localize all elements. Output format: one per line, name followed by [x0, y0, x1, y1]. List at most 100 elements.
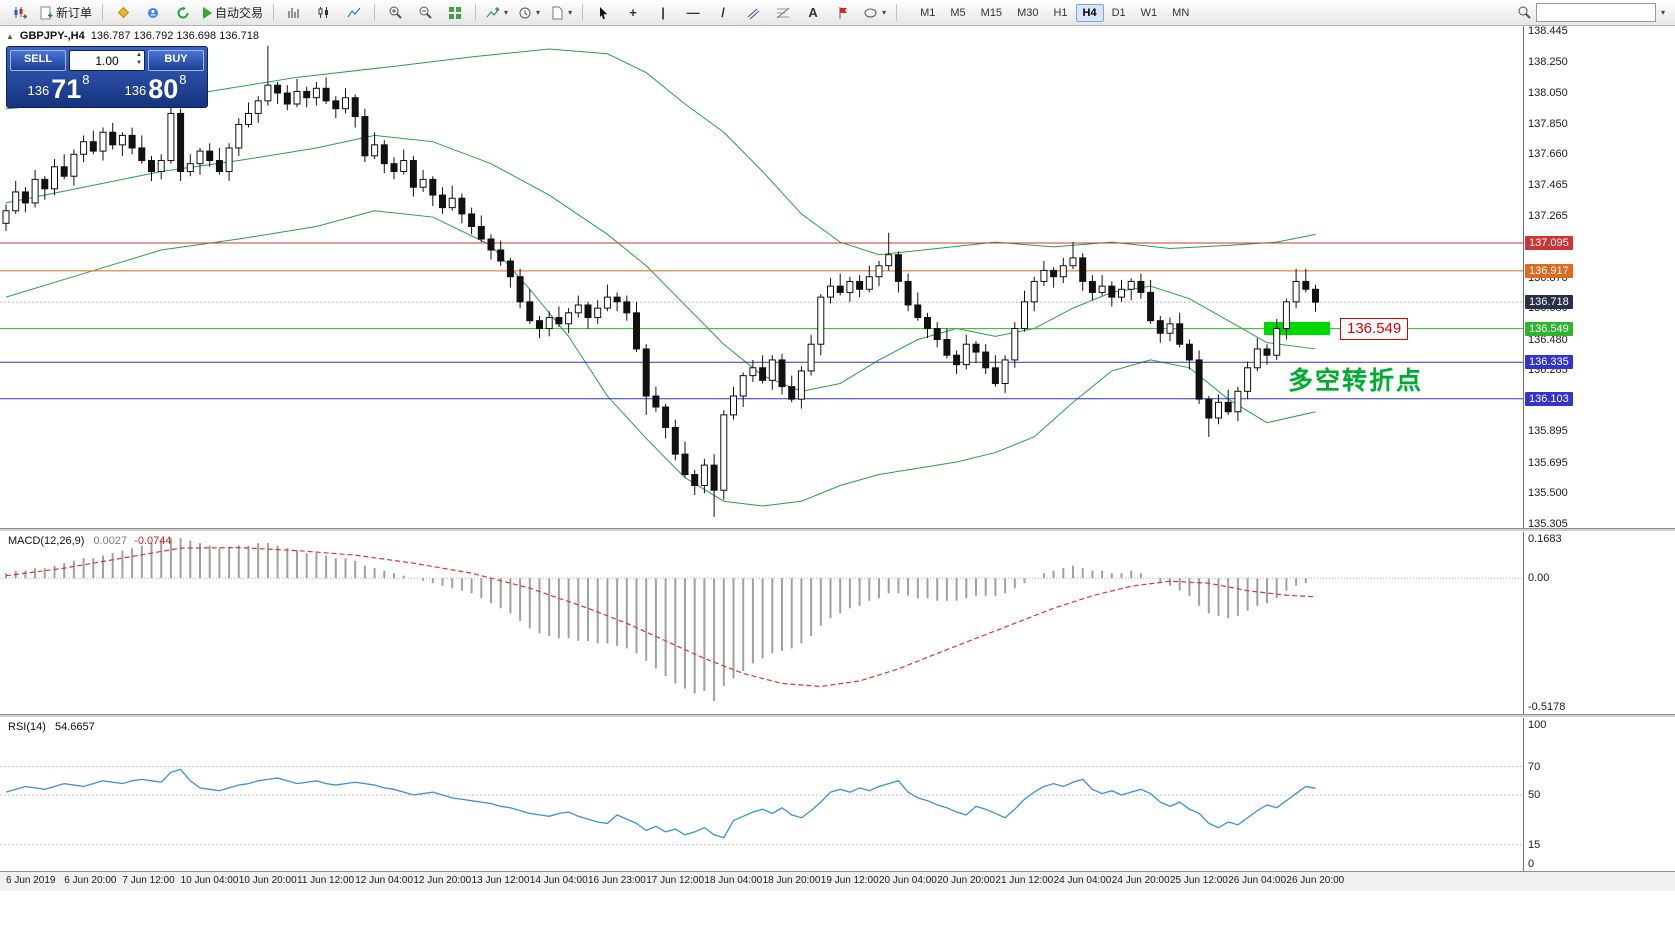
time-axis-label: 10 Jun 20:00 [238, 875, 297, 886]
timeframe-mn[interactable]: MN [1172, 6, 1190, 19]
candlestick-chart-icon [318, 7, 329, 18]
indicators-caret-icon: ▾ [504, 8, 509, 17]
scale-tick-label: 138.250 [1528, 55, 1568, 68]
spin-down-icon: ▼ [136, 60, 142, 66]
crosshair-icon: + [629, 5, 637, 20]
time-axis-label: 14 Jun 04:00 [529, 875, 588, 886]
community-button[interactable] [139, 2, 167, 24]
price-line-label: 136.103 [1525, 391, 1573, 406]
indicators-button[interactable]: ▾ [482, 2, 512, 24]
sell-price[interactable]: 136 71 8 [10, 71, 107, 105]
scale-tick-label: 138.445 [1528, 25, 1568, 37]
timeframe-m5[interactable]: M5 [950, 6, 966, 19]
zoom-in-icon [389, 6, 402, 19]
panel-divider[interactable] [0, 714, 1675, 718]
scale-tick-label: 138.050 [1528, 87, 1568, 100]
time-axis-label: 20 Jun 20:00 [937, 875, 996, 886]
periods-button[interactable]: ▾ [514, 2, 544, 24]
templates-button[interactable]: ▾ [546, 2, 576, 24]
cursor-tool-button[interactable] [589, 2, 617, 24]
time-axis-label: 6 Jun 2019 [6, 875, 56, 886]
autotrading-play-icon [203, 6, 213, 19]
time-axis[interactable]: 6 Jun 2019 6 Jun 20:00 7 Jun 12:00 10 Jun 0… [0, 871, 1675, 891]
toolbar-separator [273, 4, 275, 21]
rsi-name: RSI(14) [8, 721, 46, 733]
buy-button[interactable]: BUY [148, 50, 204, 71]
scale-tick-label: 15 [1528, 838, 1541, 851]
crosshair-tool-button[interactable]: + [619, 2, 647, 24]
timeframe-h1[interactable]: H1 [1053, 6, 1068, 19]
toolbar-separator [475, 4, 477, 21]
buy-price-point: 8 [179, 72, 187, 87]
flag-icon [839, 6, 848, 19]
timeframe-m15[interactable]: M15 [980, 6, 1003, 19]
clock-icon [519, 7, 531, 18]
price-scale[interactable]: 138.445 138.250 138.050 137.850 137.660 137.4… [1523, 25, 1675, 530]
buy-price-whole: 136 [124, 83, 147, 98]
volume-spinner[interactable]: ▲ ▼ [136, 51, 142, 67]
shapes-tool-button[interactable]: ▾ [859, 2, 890, 24]
scale-tick-label: 100 [1528, 719, 1547, 731]
search-caret-icon: ▾ [1660, 8, 1665, 17]
sell-price-pips: 71 [51, 74, 82, 104]
macd-scale[interactable]: 0.1683 0.00 -0.5178 [1523, 532, 1675, 714]
top-toolbar: 新订单 自动交易 [0, 0, 1675, 26]
symbol-name: GBPJPY-,H4 [19, 30, 85, 42]
metaeditor-button[interactable] [109, 2, 137, 24]
arrow-tool-button[interactable] [829, 2, 857, 24]
timeframe-d1[interactable]: D1 [1111, 6, 1126, 19]
new-chart-icon [14, 6, 27, 18]
timeframe-m1[interactable]: M1 [920, 6, 936, 19]
zoom-in-button[interactable] [381, 2, 409, 24]
time-axis-label: 26 Jun 04:00 [1228, 875, 1287, 886]
macd-canvas[interactable] [0, 532, 1523, 714]
search-input[interactable] [1535, 3, 1656, 22]
vertical-line-icon: | [661, 5, 665, 20]
time-axis-label: 18 Jun 20:00 [762, 875, 821, 886]
line-chart-mode-button[interactable] [340, 2, 368, 24]
panel-divider[interactable] [0, 528, 1675, 532]
rsi-canvas[interactable] [0, 718, 1523, 871]
zoom-out-button[interactable] [411, 2, 439, 24]
bar-chart-mode-button[interactable] [280, 2, 308, 24]
main-chart-panel: ▲ GBPJPY-,H4 136.787 136.792 136.698 136… [0, 25, 1675, 530]
macd-signal-value: -0.0744 [134, 535, 172, 547]
new-order-button[interactable]: 新订单 [36, 2, 96, 24]
rsi-value: 54.6657 [54, 721, 95, 733]
candlestick-mode-button[interactable] [310, 2, 338, 24]
tile-windows-button[interactable] [441, 2, 469, 24]
channel-tool-button[interactable] [739, 2, 767, 24]
buy-price[interactable]: 136 80 8 [107, 71, 204, 105]
scale-tick-label: 137.465 [1528, 178, 1568, 191]
volume-field[interactable]: 1.00 ▲ ▼ [69, 50, 145, 71]
horizontal-line-tool-button[interactable]: — [679, 2, 707, 24]
chinese-annotation[interactable]: 多空转折点 [1288, 366, 1424, 395]
text-tool-button[interactable]: A [799, 2, 827, 24]
refresh-button[interactable] [169, 2, 197, 24]
rsi-scale[interactable]: 100 70 50 15 0 [1523, 718, 1675, 871]
templates-caret-icon: ▾ [568, 8, 573, 17]
vertical-line-tool-button[interactable]: | [649, 2, 677, 24]
sell-button[interactable]: SELL [10, 50, 66, 71]
timeframe-w1[interactable]: W1 [1140, 6, 1158, 19]
time-axis-label: 6 Jun 20:00 [64, 875, 117, 886]
trendline-tool-button[interactable]: / [709, 2, 737, 24]
fibonacci-tool-button[interactable] [769, 2, 797, 24]
scale-tick-label: 137.660 [1528, 148, 1568, 161]
timeframe-m30[interactable]: M30 [1017, 6, 1039, 19]
scale-tick-label: 135.500 [1528, 487, 1568, 500]
zoom-out-icon [419, 6, 432, 19]
time-axis-label: 18 Jun 04:00 [704, 875, 763, 886]
trendline-icon: / [721, 5, 725, 20]
main-chart-canvas[interactable] [0, 26, 1523, 528]
metaeditor-icon [117, 6, 129, 19]
new-order-label: 新订单 [56, 6, 93, 20]
one-click-collapse-icon[interactable]: ▲ [6, 31, 14, 41]
new-chart-button[interactable] [6, 2, 34, 24]
toolbar-separator [582, 4, 584, 21]
symbol-ohlc-values: 136.787 136.792 136.698 136.718 [90, 30, 259, 42]
timeframe-h4[interactable]: H4 [1075, 3, 1104, 22]
autotrading-button[interactable]: 自动交易 [199, 2, 267, 24]
level-price-label[interactable]: 136.549 [1340, 317, 1409, 340]
timeframe-group: M1 M5 M15 M30 H1 H4 D1 W1 MN [913, 3, 1196, 22]
